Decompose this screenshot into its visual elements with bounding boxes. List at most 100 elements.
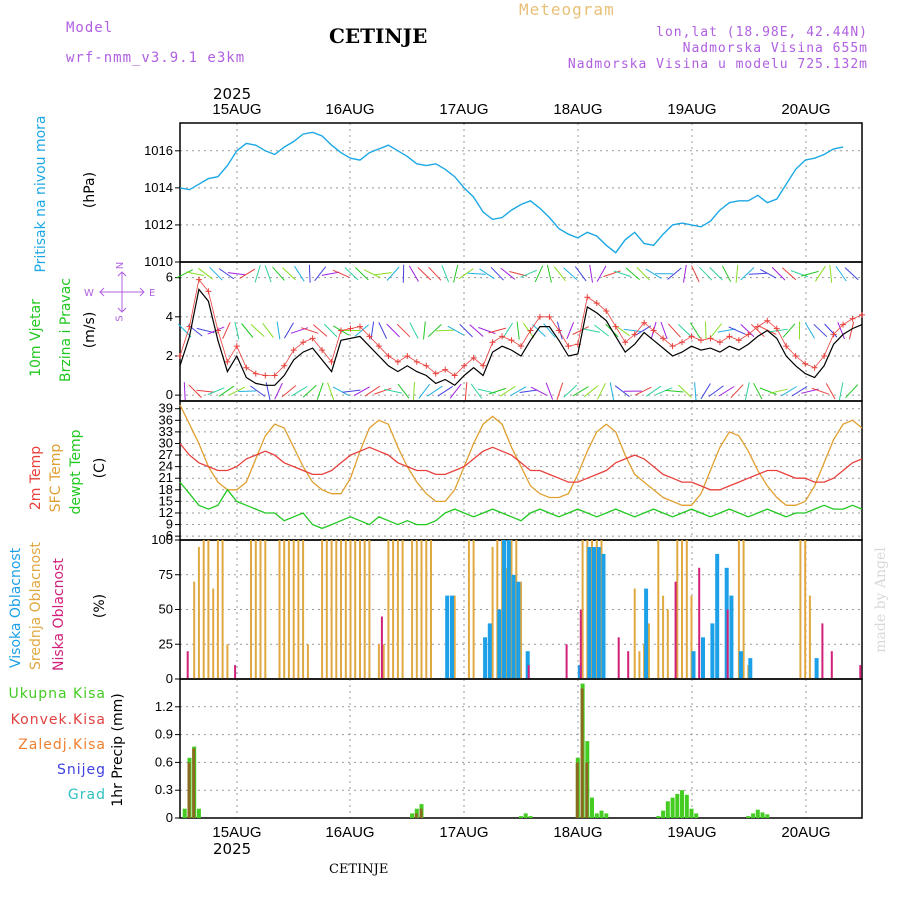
wind-arrow: [710, 323, 723, 338]
wind-arrow: [844, 267, 859, 281]
high-cloud-bar: [487, 623, 492, 679]
wind-arrow: [397, 383, 410, 399]
wind-arrow: [254, 264, 261, 283]
wind-arrow: [427, 385, 443, 397]
precip-total-bar: [760, 812, 765, 818]
wind-arrow: [769, 328, 788, 333]
wind-arrow: [262, 322, 274, 339]
wind-arrow: [502, 322, 514, 339]
wind-arrow: [553, 266, 566, 282]
temp-tick-label: 9: [166, 517, 173, 532]
temp-tick-label: 18: [159, 482, 173, 497]
day-label-top-20aug: 20AUG: [781, 101, 830, 118]
wind-arrow: [510, 386, 527, 397]
wind-arrow: [207, 387, 225, 396]
wind-arrow: [636, 267, 650, 281]
cloud-tick-label: 75: [159, 567, 173, 582]
wind-arrow: [342, 389, 361, 393]
wind-arrow: [694, 382, 697, 401]
temp-tick-label: 33: [159, 424, 173, 439]
wind-arrow: [717, 328, 736, 333]
lon-lat-label: lon,lat (18.98E, 42.44N): [656, 25, 868, 40]
model-name: wrf-nmm_v3.9.1 e3km: [66, 50, 246, 66]
high-cloud-bar: [601, 553, 606, 679]
mid-cloud-bar: [254, 540, 257, 679]
wind-arrow: [635, 325, 652, 336]
wind-arrow: [363, 269, 381, 279]
mid-cloud-bar: [647, 623, 650, 679]
wind-arrow: [364, 385, 381, 397]
wind-arrow: [490, 266, 504, 281]
wind-arrow: [239, 268, 256, 279]
wind-arrow: [760, 268, 777, 279]
wind-arrow: [234, 321, 240, 340]
wind-arrow: [781, 386, 797, 397]
high-cloud-bar: [701, 637, 705, 679]
precip-legend-grid: Zaledj.Kisa: [18, 737, 106, 753]
chart-title: CETINJE: [329, 24, 428, 48]
dewpoint-line: [179, 481, 863, 530]
precip-total-bar: [694, 813, 699, 818]
high-cloud-bar: [729, 595, 734, 679]
high-cloud-bar: [738, 651, 743, 679]
low-cloud-bar: [186, 651, 189, 679]
precip-total-bar: [414, 808, 419, 818]
mid-cloud-bar: [681, 540, 683, 679]
wind-arrow: [437, 385, 453, 397]
wind-arrow: [660, 321, 668, 340]
pressure-tick-label: 1014: [144, 180, 173, 195]
wind-arrow: [603, 270, 621, 278]
wind-arrow: [354, 324, 370, 337]
mid-cloud-bar: [302, 540, 305, 679]
precip-total-bar: [755, 809, 760, 818]
wind-arrow: [291, 386, 308, 397]
wind-arrow: [479, 268, 495, 280]
high-cloud-bar: [596, 547, 601, 679]
mid-cloud-bar: [382, 644, 385, 680]
wind-arrow: [596, 265, 607, 282]
mid-cloud-bar: [363, 540, 366, 679]
wind-arrow: [412, 382, 415, 401]
wind-arrow: [188, 384, 202, 398]
low-cloud-bar: [234, 665, 237, 679]
wind-arrow: [418, 383, 431, 399]
wind-arrow: [302, 384, 317, 398]
wind-arrow: [750, 323, 765, 338]
wind-arrow: [655, 387, 673, 396]
wind-arrow: [543, 323, 556, 338]
temp-tick-label: 24: [159, 459, 173, 474]
wind-arrow: [308, 264, 311, 283]
wind-arrow: [825, 383, 836, 400]
mid-cloud-bar: [415, 540, 418, 679]
wind-arrow: [488, 327, 507, 334]
high-cloud-bar: [592, 547, 596, 679]
wind-tick-label: 0: [166, 387, 173, 402]
precip-legend-conv: Konvek.Kisa: [10, 712, 106, 728]
wind-arrow: [467, 272, 486, 275]
wind-arrow: [583, 385, 599, 398]
wind-arrow: [563, 384, 578, 398]
wind-arrow: [708, 385, 724, 397]
wind-arrow: [520, 269, 538, 278]
day-label-bottom-16aug: 16AUG: [325, 824, 374, 841]
wind-arrow: [838, 382, 844, 401]
wind-arrow: [614, 385, 630, 397]
wind-arrow: [614, 324, 630, 337]
mid-cloud-bar: [638, 651, 641, 679]
cloud-panel: 0 25 50 75 100: [151, 532, 863, 686]
high-cloud-bar: [483, 637, 488, 679]
high-cloud-bar: [511, 574, 516, 680]
wind-arrow: [845, 384, 859, 399]
precip-total-bar: [670, 797, 675, 818]
mid-cloud-bar: [737, 540, 740, 679]
wind-arrow: [316, 382, 324, 400]
wind-arrow: [835, 266, 847, 282]
wind-arrow: [441, 265, 450, 283]
wind-arrow: [625, 267, 640, 280]
precip-legend-snow: Snijeg: [56, 762, 106, 778]
precip-total-bar: [684, 794, 689, 818]
wind-arrow: [829, 264, 833, 283]
precip-total-bar: [656, 816, 661, 818]
precip-convective-bar: [187, 762, 191, 818]
cloud-tick-label: 0: [166, 671, 173, 686]
